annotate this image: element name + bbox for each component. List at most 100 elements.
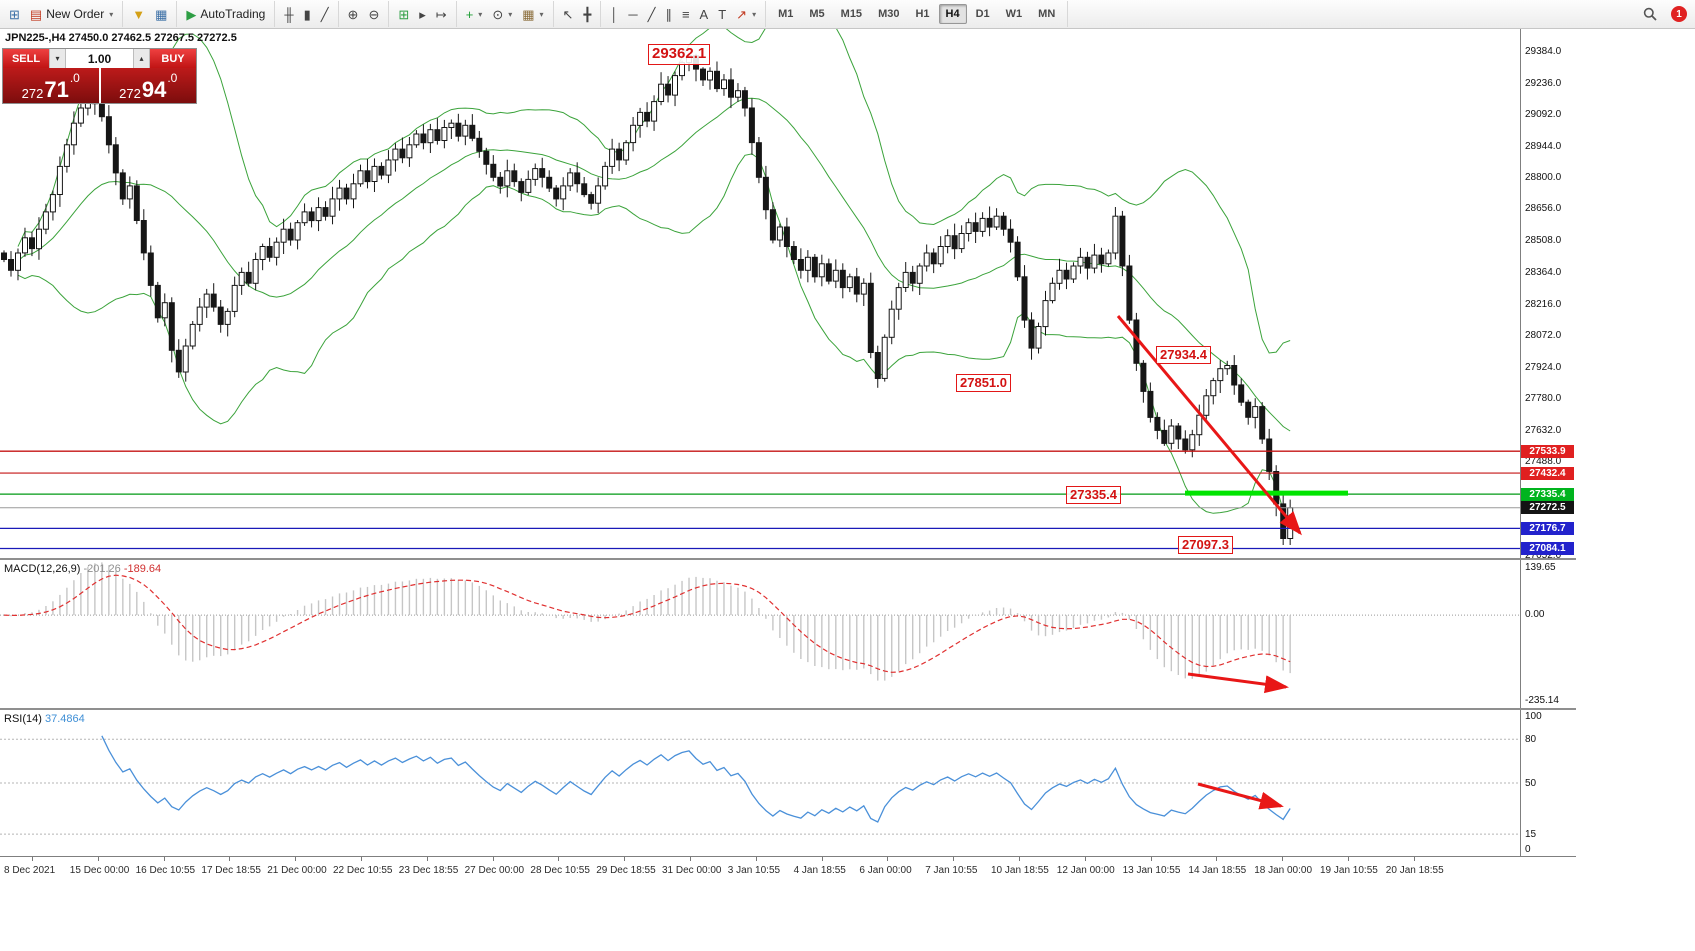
zoom-out-button-icon: ⊖ [368, 6, 380, 22]
timeframe-h4[interactable]: H4 [938, 4, 967, 24]
rsi-axis-label: 50 [1525, 778, 1537, 789]
notification-badge[interactable]: 1 [1671, 6, 1687, 22]
rsi-axis[interactable]: 100 80 50 15 0 [1520, 710, 1577, 856]
time-tick [1282, 857, 1284, 861]
line-chart-button-icon: ╱ [320, 6, 329, 22]
time-tick [1216, 857, 1218, 861]
macd-label: MACD(12,26,9) -201.26 -189.64 [4, 563, 161, 575]
crosshair-button[interactable]: ╋ [578, 2, 596, 26]
new-chart-button[interactable]: ⊞ [4, 2, 25, 26]
time-axis-label: 3 Jan 10:55 [727, 865, 781, 876]
time-tick [229, 857, 231, 861]
price-axis-label: 28216.0 [1525, 298, 1562, 310]
tile-windows-button[interactable]: ⊞ [393, 2, 414, 26]
sell-price-button[interactable]: 272 71.0 [3, 68, 99, 103]
price-callout[interactable]: 27934.4 [1156, 346, 1211, 365]
price-axis-label: 27488.0 [1525, 456, 1562, 468]
macd-axis-label: 0.00 [1525, 609, 1545, 621]
equidistant-channel-button[interactable]: ∥ [660, 2, 677, 26]
sell-price-big: 71 [44, 77, 69, 103]
macd-canvas[interactable] [0, 560, 1520, 708]
toolbar-group-pointer: ↖ ╋ [554, 1, 602, 27]
zoom-out-button[interactable]: ⊖ [363, 2, 384, 26]
bar-chart-button[interactable]: ╫ [279, 2, 298, 26]
timeframe-m1[interactable]: M1 [778, 8, 794, 20]
indicators-button-icon: + [465, 6, 474, 22]
chart-info-line: JPN225-,H4 27450.0 27462.5 27267.5 27272… [5, 32, 237, 44]
sell-button[interactable]: SELL [3, 49, 49, 68]
price-tag-27335.4: 27335.4 [1521, 487, 1574, 501]
equidistant-channel-button-icon: ∥ [665, 6, 672, 22]
time-axis[interactable]: 8 Dec 2021 15 Dec 00:00 16 Dec 10:55 17 Dec… [0, 856, 1576, 885]
timeframe-m15[interactable]: M15 [840, 8, 863, 20]
time-axis-label: 18 Jan 00:00 [1254, 865, 1313, 876]
price-axis-label: 29236.0 [1525, 77, 1562, 89]
cursor-button[interactable]: ↖ [558, 2, 579, 26]
periods-button[interactable]: ⊙ ▾ [487, 2, 517, 26]
time-tick [821, 857, 823, 861]
macd-main-value: -201.26 [83, 563, 121, 575]
timeframe-m5[interactable]: M5 [809, 8, 825, 20]
templates-button-icon: ▦ [522, 6, 535, 22]
timeframe-w1[interactable]: W1 [1005, 8, 1023, 20]
toolbar-group-order: ⊞ ▤ New Order ▾ [0, 1, 124, 27]
macd-axis-label: -235.14 [1525, 695, 1559, 706]
macd-axis[interactable]: 139.65 0.00 -235.14 [1520, 560, 1577, 708]
buy-price-button[interactable]: 272 94.0 [100, 68, 196, 103]
templates-button[interactable]: ▦ ▾ [517, 2, 548, 26]
toolbar-group-drawing: │ ─ ╱ ∥ ≡ A T ↗ ▾ [601, 1, 767, 27]
panel-separator[interactable] [0, 558, 1576, 560]
trend-arrow[interactable] [1187, 672, 1289, 694]
label-button[interactable]: T [713, 2, 731, 26]
zoom-in-button[interactable]: ⊕ [343, 2, 364, 26]
price-callout[interactable]: 27851.0 [956, 374, 1011, 393]
crosshair-button-icon: ╋ [583, 6, 592, 22]
time-axis-label: 21 Dec 00:00 [267, 865, 327, 876]
candlestick-chart-canvas[interactable] [0, 28, 1520, 558]
candlestick-chart-button[interactable]: ▮ [299, 2, 316, 26]
rsi-axis-label: 0 [1525, 844, 1531, 855]
macd-histogram [10, 562, 1291, 681]
main-toolbar: ⊞ ▤ New Order ▾ ▼ ▦ ▶ AutoTrading ╫ ▮ ╱ ⊕ ⊖ ⊞ ▸ ↦ + ▾ ⊙ ▾ ▦ ▾… [0, 0, 1695, 29]
indicators-button[interactable]: + ▾ [461, 2, 488, 26]
panel-separator[interactable] [0, 708, 1576, 710]
trend-arrow[interactable] [1197, 782, 1284, 810]
vertical-line-button[interactable]: │ [605, 2, 623, 26]
horizontal-line-button[interactable]: ─ [623, 2, 642, 26]
one-click-trading-panel: SELL ▾ 1.00 ▴ BUY 272 71.0 272 94.0 [2, 48, 197, 104]
fibonacci-button[interactable]: ≡ [677, 2, 695, 26]
price-callout[interactable]: 29362.1 [648, 44, 711, 65]
price-axis-label: 28508.0 [1525, 235, 1562, 247]
chart-shift-button[interactable]: ↦ [431, 2, 452, 26]
fibonacci-button-icon: ≡ [681, 6, 690, 22]
timeframe-mn[interactable]: MN [1038, 8, 1056, 20]
charts-list-button[interactable]: ▦ [150, 2, 172, 26]
new-order-button[interactable]: ▤ New Order ▾ [25, 2, 118, 26]
volume-decrease-button[interactable]: ▾ [49, 49, 66, 68]
price-axis[interactable]: 29384.0 29236.0 29092.0 28944.0 28800.0 28656… [1520, 28, 1577, 561]
text-button[interactable]: A [695, 2, 714, 26]
arrows-button[interactable]: ↗ ▾ [731, 2, 761, 26]
time-axis-label: 4 Jan 18:55 [793, 865, 846, 876]
timeframe-m30[interactable]: M30 [878, 8, 900, 20]
price-callout[interactable]: 27335.4 [1066, 486, 1121, 505]
line-chart-button[interactable]: ╱ [316, 2, 334, 26]
trendline-button[interactable]: ╱ [643, 2, 661, 26]
rsi-canvas[interactable] [0, 710, 1520, 856]
timeframe-h1[interactable]: H1 [915, 8, 930, 20]
volume-input[interactable]: 1.00 [66, 49, 133, 68]
volume-increase-button[interactable]: ▴ [133, 49, 150, 68]
new-order-button-label: New Order [46, 7, 105, 21]
search-icon[interactable] [1638, 2, 1662, 26]
autotrading-button[interactable]: ▶ AutoTrading [181, 2, 270, 26]
profiles-button[interactable]: ▼ [127, 2, 150, 26]
buy-button[interactable]: BUY [150, 49, 196, 68]
price-callout[interactable]: 27097.3 [1178, 536, 1233, 555]
timeframe-d1[interactable]: D1 [975, 8, 990, 20]
new-chart-button-icon: ⊞ [9, 6, 20, 22]
macd-pane: 139.65 0.00 -235.14 MACD(12,26,9) -201.26 … [0, 560, 1577, 708]
auto-scroll-button[interactable]: ▸ [414, 2, 431, 26]
time-tick [426, 857, 428, 861]
trend-arrow[interactable] [1116, 315, 1302, 536]
candlestick-chart-button-icon: ▮ [303, 6, 311, 22]
